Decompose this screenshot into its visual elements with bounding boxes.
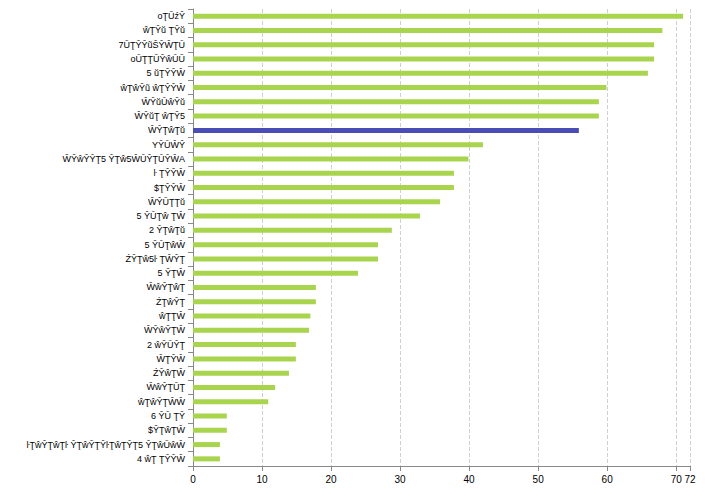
svg-text:50: 50 — [533, 474, 545, 485]
svg-text:ŹŶŵŢŴ: ŹŶŵŢŴ — [153, 368, 185, 378]
svg-text:10: 10 — [256, 474, 268, 485]
svg-text:72: 72 — [684, 474, 696, 485]
svg-text:2 ŶŢŵŢŭ: 2 ŶŢŵŢŭ — [149, 225, 185, 235]
svg-text:ŵŢŶŭ ŢŶŭ: ŵŢŶŭ ŢŶŭ — [142, 25, 185, 35]
svg-text:40: 40 — [464, 474, 476, 485]
svg-text:ŀŢŵŶŢŵŢŀ ŶŢŵŶŢŶŀŢŵŢŶŢ5 ŶŢŵŬŵŴ: ŀŢŵŶŢŵŢŀ ŶŢŵŶŢŶŀŢŵŢŶŢ5 ŶŢŵŬŵŴ — [26, 440, 185, 450]
svg-text:5 ŶŬŢŵ ŢŴ: 5 ŶŬŢŵ ŢŴ — [137, 211, 186, 221]
svg-text:ŴŶŬŢŢŭ: ŴŶŬŢŢŭ — [148, 197, 185, 207]
svg-text:ŴŶŭŬŵŶŭ: ŴŶŭŬŵŶŭ — [141, 97, 185, 107]
svg-text:70: 70 — [671, 474, 683, 485]
svg-text:7ŬŢŶŶũŜŶŴŢŬ: 7ŬŢŶŶũŜŶŴŢŬ — [118, 40, 185, 50]
svg-text:30: 30 — [395, 474, 407, 485]
svg-text:ŴŵŶŢŵŢ: ŴŵŶŢŵŢ — [147, 282, 186, 292]
svg-text:ŴŢŶŴ: ŴŢŶŴ — [157, 354, 186, 364]
svg-text:oŬŢŢŨŶŵŬŨ: oŬŢŢŨŶŵŬŨ — [130, 54, 185, 64]
svg-text:4 ŵŢ ŢŶŶŴ: 4 ŵŢ ŢŶŶŴ — [137, 454, 186, 464]
svg-text:5 ŶŢŴ: 5 ŶŢŴ — [157, 268, 185, 278]
svg-text:ŵŢŵŶũ ŵŢŶŶŴ: ŵŢŵŶũ ŵŢŶŶŴ — [119, 83, 185, 93]
svg-text:ŴŶŭŢ ŵŢŶ5: ŴŶŭŢ ŵŢŶ5 — [134, 111, 185, 121]
svg-text:ŵŢŵŶŢŴŴ: ŵŢŵŶŢŴŴ — [137, 397, 185, 407]
svg-text:5 ŶŬŢŵŴ: 5 ŶŬŢŵŴ — [145, 240, 186, 250]
svg-text:ŴŶŵŶŢŴ: ŴŶŵŶŢŴ — [144, 325, 185, 335]
svg-text:ŹŢŵŶŢ: ŹŢŵŶŢ — [156, 297, 185, 307]
svg-text:0: 0 — [190, 474, 196, 485]
svg-text:$ŢŶŶŴ: $ŢŶŶŴ — [154, 183, 186, 193]
svg-text:5 ŭŢŶŶŴ: 5 ŭŢŶŶŴ — [146, 68, 185, 78]
svg-text:ŹŶŢŵ5ŀ ŢŴŶŢ: ŹŶŢŵ5ŀ ŢŴŶŢ — [125, 254, 185, 264]
svg-text:ŴŵŶŢŬŢ: ŴŵŶŢŬŢ — [147, 382, 186, 392]
svg-text:ŴŶŢŵŢŭ: ŴŶŢŵŢŭ — [148, 125, 185, 135]
svg-text:ŀ ŢŶŶŴ: ŀ ŢŶŶŴ — [153, 168, 185, 178]
svg-text:20: 20 — [325, 474, 337, 485]
svg-text:$ŶŢŵŢŴ: $ŶŢŵŢŴ — [148, 425, 186, 435]
svg-text:YŶŬŴŶ: YŶŬŴŶ — [152, 140, 185, 150]
svg-text:oŢŨźŶ: oŢŨźŶ — [157, 11, 185, 21]
svg-text:ŵŢŢŴ: ŵŢŢŴ — [158, 311, 185, 321]
svg-text:ŴŶŵŶŶŢ5 ŶŢŵ5ŴŬŶŢŬŶŴA: ŴŶŵŶŶŢ5 ŶŢŵ5ŴŬŶŢŬŶŴA — [62, 154, 185, 164]
svg-text:60: 60 — [602, 474, 614, 485]
svg-text:6 ŶŬ ŢŶ: 6 ŶŬ ŢŶ — [151, 411, 185, 421]
svg-text:2 ŵŶŬŶŢ: 2 ŵŶŬŶŢ — [147, 340, 186, 350]
